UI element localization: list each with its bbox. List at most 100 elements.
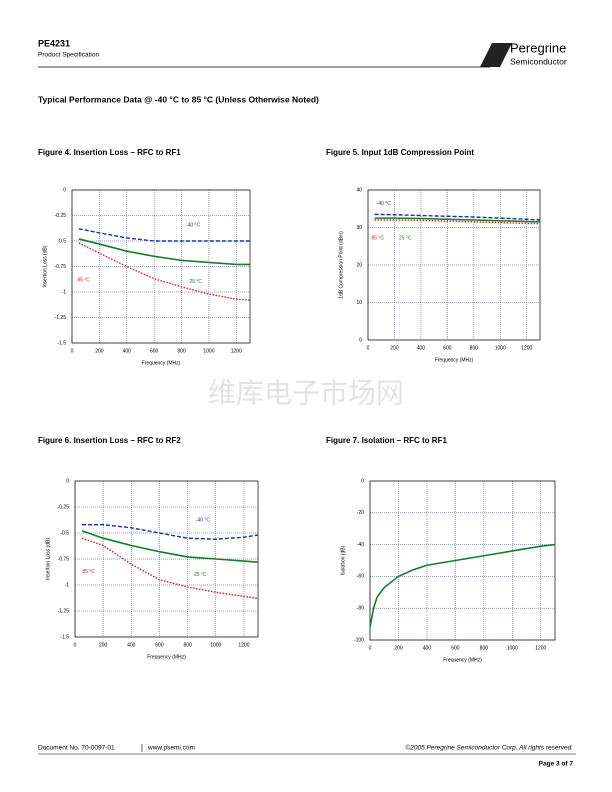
- x-tick-label: 0: [74, 642, 77, 648]
- y-tick-label: -0.25: [58, 504, 70, 510]
- series-label: -40 °C: [377, 201, 392, 207]
- y-tick-label: -1.5: [60, 634, 69, 640]
- y-tick-label: -1.25: [55, 315, 67, 321]
- x-tick-label: 1200: [535, 645, 546, 651]
- series-label: -40 °C: [196, 517, 211, 523]
- x-tick-label: 800: [470, 345, 479, 351]
- x-tick-label: 400: [417, 345, 426, 351]
- y-axis-label: Insertion Loss (dB): [42, 245, 48, 287]
- plot-frame: [367, 189, 541, 341]
- y-tick-label: -60: [357, 574, 364, 580]
- x-tick-label: 1000: [203, 348, 214, 354]
- x-tick-label: 1200: [231, 348, 242, 354]
- x-tick-label: 800: [177, 348, 186, 354]
- series-line: [369, 543, 556, 628]
- x-tick-label: 600: [150, 348, 159, 354]
- series-line: [82, 523, 259, 540]
- y-tick-label: -0.75: [55, 264, 67, 270]
- y-tick-label: -1.5: [57, 340, 66, 346]
- series-label: 25 °C: [189, 279, 202, 285]
- series-line: [78, 228, 250, 242]
- plot-frame: [369, 480, 556, 641]
- figure-title: Figure 5. Input 1dB Compression Point: [326, 148, 474, 157]
- footer-doc: Document No. 70-0097-01: [38, 745, 115, 752]
- series-line: [374, 213, 541, 221]
- y-tick-label: 30: [356, 225, 362, 231]
- plot-frame: [71, 189, 251, 344]
- doc-subtitle: Product Specification: [38, 52, 99, 59]
- x-tick-label: 600: [155, 642, 164, 648]
- series-line: [78, 242, 251, 301]
- series-label: 25 °C: [194, 572, 207, 578]
- series-label: 85 °C: [82, 569, 95, 575]
- y-axis-label: Isolation (dB): [340, 545, 346, 575]
- y-tick-label: 0: [361, 478, 364, 484]
- y-tick-label: -1: [65, 582, 70, 588]
- figure-title: Figure 7. Isolation – RFC to RF1: [326, 436, 447, 445]
- x-tick-label: 400: [123, 348, 132, 354]
- x-tick-label: 1200: [521, 345, 532, 351]
- x-axis-label: Frequency (MHz): [443, 657, 482, 663]
- y-tick-label: 20: [356, 262, 362, 268]
- series-label: 85 °C: [371, 235, 384, 241]
- x-tick-label: 0: [369, 645, 372, 651]
- x-tick-label: 600: [443, 345, 452, 351]
- y-tick-label: -20: [357, 510, 364, 516]
- x-tick-label: 200: [394, 645, 403, 651]
- y-tick-label: 10: [356, 300, 362, 306]
- y-tick-label: 0: [63, 187, 66, 193]
- series-line: [374, 217, 541, 223]
- y-tick-label: 0: [66, 478, 69, 484]
- y-tick-label: -80: [357, 606, 364, 612]
- y-tick-label: -0.5: [60, 530, 69, 536]
- y-tick-label: -0.5: [57, 238, 66, 244]
- x-axis-label: Frequency (MHz): [142, 360, 181, 366]
- y-tick-label: -0.75: [58, 556, 70, 562]
- plot-frame: [74, 480, 259, 638]
- series-line: [81, 537, 259, 600]
- series-label: 85 °C: [77, 278, 90, 284]
- y-tick-label: -1.25: [58, 608, 70, 614]
- x-tick-label: 200: [99, 642, 108, 648]
- logo-text: Peregrine: [510, 40, 566, 55]
- x-tick-label: 1000: [507, 645, 518, 651]
- series-line: [81, 530, 259, 563]
- logo-subtext: Semiconductor: [510, 56, 567, 66]
- figure-title: Figure 6. Insertion Loss – RFC to RF2: [38, 436, 181, 445]
- x-tick-label: 600: [451, 645, 460, 651]
- y-tick-label: -100: [354, 637, 364, 643]
- x-tick-label: 800: [480, 645, 489, 651]
- series-label: -40 °C: [186, 223, 201, 229]
- y-tick-label: 0: [359, 337, 362, 343]
- series-label: 25 °C: [399, 235, 412, 241]
- x-tick-label: 400: [127, 642, 136, 648]
- y-axis-label: 1dB Compression Point (dBm): [338, 231, 344, 299]
- x-axis-label: Frequency (MHz): [147, 654, 186, 660]
- figure-title: Figure 4. Insertion Loss – RFC to RF1: [38, 148, 181, 157]
- x-tick-label: 400: [423, 645, 432, 651]
- logo-mark: [480, 43, 512, 67]
- y-tick-label: 40: [356, 187, 362, 193]
- section-title: Typical Performance Data @ -40 °C to 85 …: [38, 94, 319, 104]
- x-tick-label: 0: [367, 345, 370, 351]
- x-tick-label: 200: [390, 345, 399, 351]
- x-tick-label: 1000: [210, 642, 221, 648]
- y-tick-label: -40: [357, 542, 364, 548]
- series-line: [374, 219, 541, 225]
- x-axis-label: Frequency (MHz): [435, 357, 474, 363]
- x-tick-label: 1000: [495, 345, 506, 351]
- x-tick-label: 0: [71, 348, 74, 354]
- x-tick-label: 1200: [238, 642, 249, 648]
- x-tick-label: 800: [183, 642, 192, 648]
- y-axis-label: Insertion Loss (dB): [45, 538, 51, 580]
- page-number: Page 3 of 7: [539, 761, 574, 768]
- footer-url: www.psemi.com: [147, 745, 195, 752]
- footer-copyright: ©2005 Peregrine Semiconductor Corp. All …: [406, 744, 574, 752]
- series-line: [78, 238, 250, 266]
- watermark: 维库电子市场网: [208, 377, 404, 410]
- part-number: PE4231: [38, 38, 70, 48]
- x-tick-label: 200: [95, 348, 104, 354]
- y-tick-label: -0.25: [55, 213, 67, 219]
- y-tick-label: -1: [62, 289, 67, 295]
